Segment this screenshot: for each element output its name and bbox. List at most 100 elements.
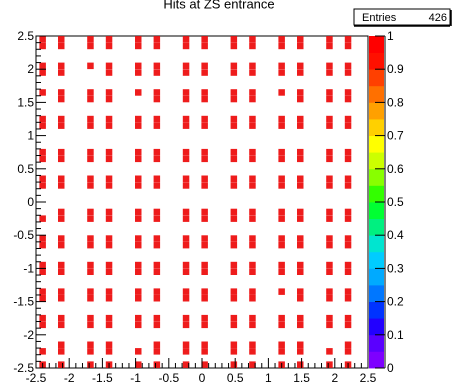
hit-marker [182, 155, 190, 163]
hit-marker [344, 288, 352, 295]
hit-marker [249, 341, 256, 348]
color-bar-segment [369, 235, 384, 253]
y-axis: -2.5 -2 -1.5 -1 -0.5 0 0.5 1 1.5 2 2.5 [13, 29, 46, 375]
hit-marker [297, 208, 304, 216]
hit-marker [201, 62, 208, 70]
hit-marker [326, 115, 333, 123]
hit-marker [249, 115, 256, 123]
hit-marker [297, 348, 304, 355]
hit-marker [297, 321, 304, 329]
hit-marker [344, 155, 352, 163]
hit-marker [297, 69, 304, 76]
hit-marker [278, 115, 285, 123]
hit-marker [201, 348, 208, 355]
hit-marker [230, 155, 238, 163]
hit-marker [182, 122, 190, 129]
hit-marker [230, 321, 238, 329]
hit-marker [249, 321, 256, 329]
hit-marker [39, 268, 46, 275]
hit-marker [135, 182, 142, 189]
color-bar-tick-label: 0.6 [387, 162, 404, 176]
hit-marker [326, 261, 333, 269]
hit-marker [105, 321, 113, 329]
hit-marker [230, 95, 238, 103]
hit-marker [87, 62, 94, 70]
y-tick-label: 2 [27, 62, 34, 76]
hit-marker [344, 208, 352, 216]
hit-marker [278, 89, 285, 96]
hit-marker [344, 321, 352, 329]
hit-marker [58, 314, 65, 322]
hit-marker [182, 348, 190, 355]
hit-marker [87, 235, 94, 242]
hit-marker [278, 261, 285, 269]
hit-marker [58, 361, 65, 368]
hit-marker [344, 122, 352, 129]
hit-marker [297, 261, 304, 269]
color-bar-segment [369, 85, 384, 103]
hit-marker [87, 314, 94, 322]
hit-marker [230, 348, 238, 355]
y-tick-label: 1 [27, 129, 34, 143]
x-tick-label: -2.5 [26, 371, 47, 384]
hit-marker [39, 295, 46, 302]
hit-marker [201, 148, 208, 156]
hit-marker [87, 321, 94, 329]
hit-marker [135, 314, 142, 322]
hit-marker [230, 42, 238, 50]
hit-marker [278, 175, 285, 182]
color-bar-segment [369, 185, 384, 203]
hit-marker [278, 241, 285, 249]
color-bar-tick-label: 0.7 [387, 129, 404, 143]
hit-marker [135, 288, 142, 295]
hit-marker [153, 155, 161, 163]
hit-marker [344, 69, 352, 76]
hit-marker [153, 36, 161, 43]
hit-marker [153, 268, 161, 275]
hit-marker [278, 321, 285, 329]
hit-marker [201, 208, 208, 216]
hit-marker [230, 235, 238, 242]
hit-marker [182, 115, 190, 123]
hit-marker [39, 42, 46, 50]
hit-marker [297, 295, 304, 302]
hit-marker [326, 208, 333, 216]
hit-marker [249, 348, 256, 355]
hit-marker [344, 235, 352, 242]
hit-marker [182, 42, 190, 50]
color-bar-tick-label: 0.8 [387, 95, 404, 109]
hit-marker [278, 122, 285, 129]
color-bar-tick-label: 0.2 [387, 295, 404, 309]
hit-marker [326, 95, 333, 103]
hit-marker [201, 122, 208, 129]
hit-marker [297, 268, 304, 275]
hit-marker [153, 215, 161, 222]
y-tick-label: 2.5 [17, 29, 34, 43]
hit-marker [344, 215, 352, 222]
x-tick-label: 0.5 [227, 371, 244, 384]
hit-marker [201, 321, 208, 329]
hit-marker [58, 42, 65, 50]
hit-marker [230, 241, 238, 249]
hit-marker [135, 321, 142, 329]
color-scale-bar: 0 0.1 0.2 0.3 0.4 0.5 0.6 0.7 0.8 0.9 1 [369, 29, 404, 375]
hit-marker [278, 155, 285, 163]
hit-marker [297, 241, 304, 249]
hit-marker [58, 95, 65, 103]
hit-marker [105, 89, 113, 96]
hit-marker [344, 175, 352, 182]
hit-marker [278, 215, 285, 222]
hit-marker [135, 36, 142, 43]
hit-marker [201, 182, 208, 189]
hit-marker [201, 341, 208, 348]
hit-marker [153, 288, 161, 295]
y-tick-label: 1.5 [17, 95, 34, 109]
hit-marker [39, 348, 46, 355]
hit-marker [182, 288, 190, 295]
hit-marker [249, 95, 256, 103]
hit-marker [297, 288, 304, 295]
hit-marker [249, 261, 256, 269]
hit-marker [39, 288, 46, 295]
hit-marker [58, 155, 65, 163]
hit-marker [39, 261, 46, 269]
